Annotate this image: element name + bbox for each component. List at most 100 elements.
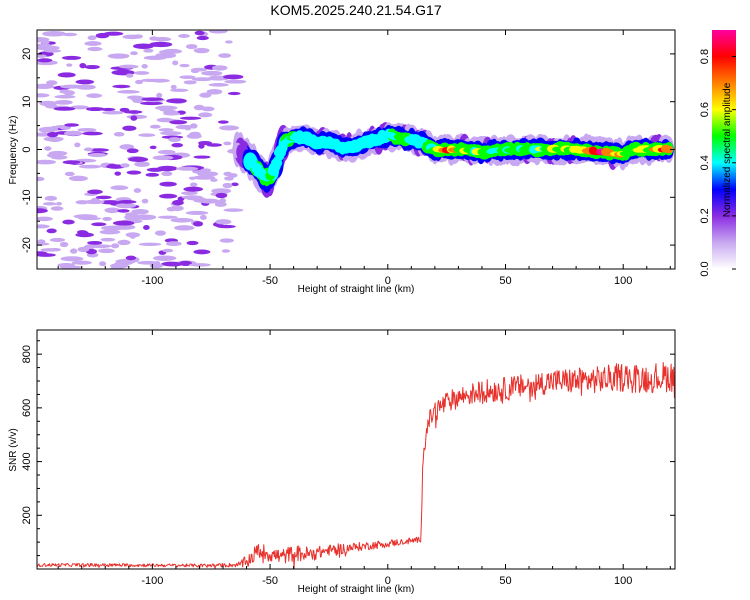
spectrogram-noise-blob <box>42 30 67 37</box>
colorbar-gradient <box>712 30 736 269</box>
spectrogram-noise-blob <box>62 32 78 37</box>
spectrogram-noise-blob <box>84 64 100 70</box>
spectrogram-noise-blob <box>60 256 84 262</box>
spectrogram-noise-blob <box>55 202 63 206</box>
spectrogram-noise-blob <box>70 248 78 254</box>
spectrogram-noise-blob <box>99 261 107 267</box>
spectrogram-noise-blob <box>162 248 174 253</box>
spectrogram-noise-blob <box>37 159 56 165</box>
spectrogram-noise-blob <box>222 182 233 189</box>
spectrogram-noise-blob <box>62 160 81 165</box>
snr-x-tick-label: -100 <box>141 575 163 587</box>
spectrogram-noise-blob <box>171 142 184 148</box>
snr-frame <box>36 329 676 570</box>
spectrogram-noise-blob <box>184 124 192 131</box>
snr-y-tick-label: 400 <box>21 452 33 470</box>
spectrogram-noise-blob <box>37 83 55 90</box>
spectrogram-noise-blob <box>62 219 75 225</box>
spectrogram-noise-blob <box>189 182 198 187</box>
spectrogram-x-tick-label: 50 <box>499 275 511 287</box>
spectrogram-noise-blob <box>198 143 205 149</box>
spectrogram-noise-blob <box>215 192 228 199</box>
spectrogram-noise-blob <box>132 43 154 49</box>
spectrogram-noise-blob <box>198 198 221 204</box>
spectrogram-noise-blob <box>169 120 188 125</box>
spectrogram-noise-blob <box>95 195 112 200</box>
spectrogram-noise-blob <box>86 107 105 112</box>
spectrogram-noise-blob <box>125 255 137 261</box>
spectrogram-noise-blob <box>87 46 103 52</box>
spectrogram-noise-blob <box>133 71 150 75</box>
spectrogram-marks <box>37 30 674 269</box>
spectrogram-noise-blob <box>174 225 195 231</box>
spectrogram-signal-mark <box>325 140 340 146</box>
spectrogram-noise-blob <box>87 189 103 195</box>
spectrogram-noise-blob <box>198 112 213 118</box>
spectrogram-noise-blob <box>158 193 178 199</box>
spectrogram-x-tick-label: -100 <box>141 275 163 287</box>
spectrogram-noise-blob <box>46 153 57 158</box>
spectrogram-noise-blob <box>221 249 231 253</box>
spectrogram-noise-blob <box>71 260 92 265</box>
spectrogram-noise-blob <box>196 35 209 41</box>
spectrogram-noise-blob <box>206 88 223 95</box>
spectrogram-y-tick-label: 0 <box>21 146 33 152</box>
spectrogram-noise-blob <box>103 31 124 36</box>
spectrogram-noise-blob <box>64 130 82 136</box>
snr-x-tick-label: 100 <box>614 575 632 587</box>
spectrogram-noise-blob <box>214 201 227 207</box>
spectrogram-noise-blob <box>149 41 173 48</box>
spectrogram-noise-blob <box>138 242 162 247</box>
spectrogram-noise-blob <box>110 185 129 191</box>
spectrogram-noise-blob <box>43 49 62 53</box>
spectrogram-noise-blob <box>170 217 194 223</box>
spectrogram-noise-blob <box>102 216 112 222</box>
spectrogram-noise-blob <box>166 241 182 247</box>
spectrogram-noise-blob <box>193 221 204 227</box>
snr-y-tick-label: 600 <box>21 399 33 417</box>
spectrogram-noise-blob <box>224 79 247 84</box>
spectrogram-noise-blob <box>133 188 142 193</box>
spectrogram-noise-blob <box>110 266 123 269</box>
snr-series-line <box>37 361 675 569</box>
spectrogram-noise-blob <box>75 200 90 205</box>
spectrogram-noise-blob <box>47 131 59 138</box>
spectrogram-y-tick-label: 10 <box>21 96 33 108</box>
spectrogram-noise-blob <box>50 206 64 211</box>
spectrogram-noise-blob <box>141 198 149 204</box>
spectrogram-noise-blob <box>44 195 58 201</box>
spectrogram-noise-blob <box>156 92 163 99</box>
spectrogram-noise-blob <box>91 222 107 227</box>
spectrogram-noise-blob <box>107 53 130 59</box>
spectrogram-y-axis-label: Frequency (Hz) <box>8 116 19 185</box>
spectrogram-noise-blob <box>76 84 96 90</box>
spectrogram-signal-mark <box>664 145 673 154</box>
spectrogram-noise-blob <box>158 50 169 54</box>
spectrogram-noise-blob <box>87 35 97 41</box>
spectrogram-noise-blob <box>138 133 156 137</box>
spectrogram-noise-blob <box>154 230 166 236</box>
spectrogram-noise-blob <box>140 101 163 106</box>
spectrogram-x-axis-label: Height of straight line (km) <box>298 284 415 295</box>
spectrogram-x-tick-label: 0 <box>385 275 391 287</box>
snr-x-tick-label: -50 <box>262 575 278 587</box>
spectrogram-noise-blob <box>166 98 187 104</box>
spectrogram-noise-blob <box>168 137 181 143</box>
snr-y-axis-label: SNR (v/v) <box>8 428 19 471</box>
spectrogram-noise-blob <box>77 127 97 132</box>
spectrogram-noise-blob <box>64 123 79 127</box>
spectrogram-noise-blob <box>194 30 205 36</box>
spectrogram-noise-blob <box>112 84 131 89</box>
spectrogram-noise-blob <box>185 210 209 216</box>
spectrogram-noise-blob <box>37 54 47 58</box>
spectrogram-noise-blob <box>223 141 232 146</box>
spectrogram-noise-blob <box>189 263 211 267</box>
spectrogram-noise-blob <box>210 77 223 81</box>
spectrogram-noise-blob <box>193 47 210 54</box>
spectrogram-noise-blob <box>216 224 236 229</box>
spectrogram-noise-blob <box>179 75 196 79</box>
spectrogram-noise-blob <box>126 148 139 154</box>
spectrogram-noise-blob <box>75 79 95 85</box>
snr-x-axis-label: Height of straight line (km) <box>298 584 415 595</box>
